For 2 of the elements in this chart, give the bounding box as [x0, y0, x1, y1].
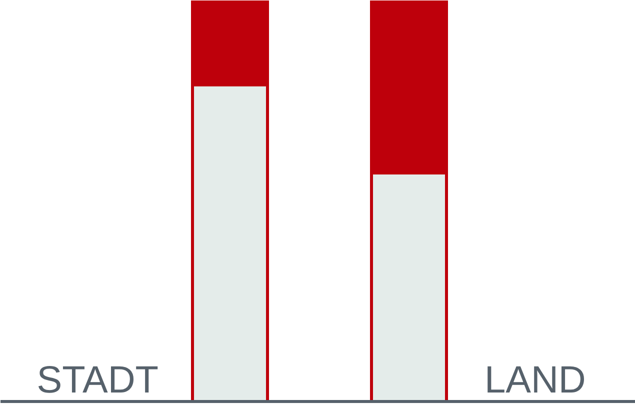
x-tick-label: LAND	[484, 360, 586, 402]
x-tick-label: STADT	[36, 360, 159, 402]
